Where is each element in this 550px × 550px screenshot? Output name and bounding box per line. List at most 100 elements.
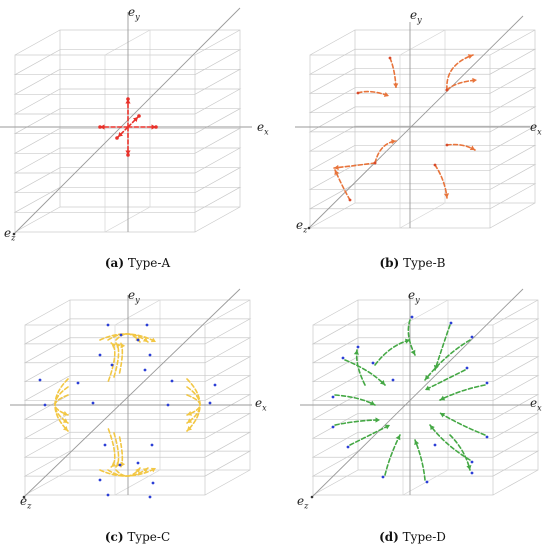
wireframe-grid <box>0 7 252 236</box>
vert-stem-1-1-head <box>116 461 121 467</box>
seed-point <box>213 383 217 387</box>
panel-c-ez-label: ez <box>20 494 32 511</box>
flow-line-9-head <box>414 440 420 446</box>
mid-line <box>399 29 446 56</box>
seed-point <box>166 403 170 407</box>
box-edge <box>194 206 241 233</box>
seed-point <box>445 143 449 147</box>
grid-plane <box>13 186 242 213</box>
box-edge <box>309 202 356 229</box>
flow-line-15-head <box>466 465 472 470</box>
seed-point <box>341 356 345 360</box>
panel-d-diagram <box>300 288 540 499</box>
panel-c-diagram <box>10 288 252 499</box>
seed-point <box>391 378 395 382</box>
flow-arrow-5-head <box>334 164 339 171</box>
flow-arrow-8-head <box>443 193 450 198</box>
seed-point <box>331 425 335 429</box>
vert-arch-1-2 <box>99 467 157 477</box>
flow-line-9 <box>414 439 426 481</box>
flow-line-8 <box>384 434 401 476</box>
side-arch-1-0-head <box>187 410 193 416</box>
vert-stem-0-1-head <box>116 343 121 349</box>
flow-line-1-head <box>405 338 410 344</box>
ez-origin-dot <box>12 232 16 236</box>
panel-b-ex-label: ex <box>530 120 542 137</box>
seed-point <box>76 381 80 385</box>
panel-a-diagram <box>0 7 252 236</box>
wireframe-grid <box>295 15 537 230</box>
seed-point <box>98 125 102 129</box>
ez-axis <box>308 15 524 229</box>
seed-point <box>91 401 95 405</box>
ez-origin-dot <box>307 226 311 230</box>
grid-plane <box>13 147 242 174</box>
grid-plane <box>311 318 540 345</box>
seed-point <box>381 475 385 479</box>
flow-arrow-2 <box>446 54 474 91</box>
panel-a-ez-label: ez <box>4 226 16 243</box>
flow-line-7-head <box>384 424 390 430</box>
flow-arrow-5 <box>333 162 376 169</box>
vert-stem-0-0-head <box>120 343 126 349</box>
flow-line-8-head <box>395 435 401 441</box>
grid-plane <box>311 337 540 364</box>
grid-plane <box>23 318 252 345</box>
flow-arrow-0-head <box>393 83 399 88</box>
arrow-front-head <box>118 131 124 137</box>
mid-line <box>402 469 449 496</box>
vert-arch-0-1-head <box>142 337 148 342</box>
side-arch-0-1-head <box>62 418 68 423</box>
seed-point <box>170 379 174 383</box>
seed-point <box>136 461 140 465</box>
panel-a-caption: (a) Type-A <box>104 256 171 270</box>
seed-point <box>331 395 335 399</box>
flow-arrow-4-head <box>391 138 396 145</box>
vert-arch-1-1-head <box>142 468 148 473</box>
panel-b-ey-label: ey <box>410 8 422 25</box>
ez-origin-dot <box>310 495 314 499</box>
flow-line-4-head <box>379 379 385 385</box>
flow-arrow-3 <box>446 79 478 91</box>
box-edge <box>204 469 251 496</box>
wireframe-grid <box>300 288 540 499</box>
box-edge <box>14 29 61 56</box>
seed-point <box>43 403 47 407</box>
seed-point <box>98 478 102 482</box>
flow-line-4 <box>344 359 386 386</box>
box-edge <box>312 299 359 326</box>
flow-line-13-head <box>425 385 431 391</box>
seed-point <box>433 443 437 447</box>
side-arch-1-2-head <box>187 425 193 431</box>
grid-plane <box>308 125 537 152</box>
seed-point <box>106 323 110 327</box>
mid-line <box>104 29 151 56</box>
vert-stem-0-2 <box>107 342 116 382</box>
seed-point <box>118 463 122 467</box>
box-edge <box>309 29 356 56</box>
ez-axis <box>13 7 241 235</box>
seed-point <box>148 495 152 499</box>
flow-line-0-head <box>410 349 416 355</box>
panel-b-ez-label: ez <box>296 218 308 235</box>
flow-arrow-6-head <box>334 170 340 176</box>
flow-line-11 <box>439 412 486 436</box>
seed-point <box>154 125 158 129</box>
panel-d-ez-label: ez <box>297 494 309 511</box>
side-arch-0-0-head <box>62 410 68 416</box>
box-edge <box>24 469 71 496</box>
wireframe-grid <box>10 288 252 499</box>
flow-line-12 <box>439 384 486 401</box>
grid-plane <box>23 412 252 439</box>
side-arch-0-2-head <box>62 425 68 431</box>
seed-point <box>449 321 453 325</box>
grid-plane <box>308 48 537 75</box>
seed-point <box>208 401 212 405</box>
grid-plane <box>311 356 540 383</box>
seed-point <box>115 136 119 140</box>
mid-line <box>104 206 151 233</box>
grid-plane <box>13 127 242 154</box>
seed-point <box>346 445 350 449</box>
grid-plane <box>308 144 537 171</box>
mid-line <box>399 202 446 229</box>
